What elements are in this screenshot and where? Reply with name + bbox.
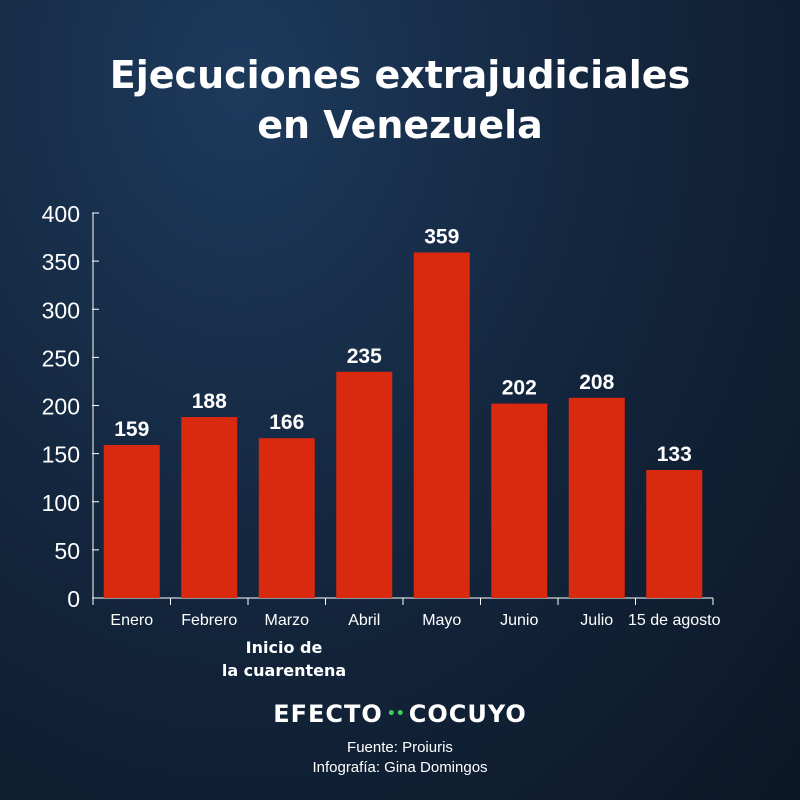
credits: Fuente: Proiuris Infografía: Gina Doming…: [0, 738, 800, 778]
data-label-2: 188: [192, 390, 227, 413]
quarantine-annotation: Inicio de la cuarentena: [214, 636, 354, 682]
infographic-credit: Infografía: Gina Domingos: [312, 759, 488, 776]
data-label-3: 166: [269, 411, 304, 434]
y-tick-label: 300: [42, 297, 80, 323]
x-tick-label-7: Julio: [580, 612, 613, 629]
data-label-6: 202: [502, 377, 537, 400]
y-tick-label: 400: [42, 201, 80, 227]
y-tick-label: 200: [42, 394, 80, 420]
y-tick-label: 50: [54, 538, 80, 564]
chart-title: Ejecuciones extrajudiciales en Venezuela: [0, 50, 800, 150]
x-tick-label-4: Abril: [348, 612, 380, 629]
x-tick-label-2: Febrero: [181, 612, 237, 629]
y-tick-label: 350: [42, 249, 80, 275]
data-label-5: 359: [424, 225, 459, 248]
data-label-1: 159: [114, 418, 149, 441]
bar-8: [646, 469, 703, 598]
bar-4: [336, 371, 393, 598]
x-tick-label-1: Enero: [110, 612, 153, 629]
logo-dots-icon: ••: [386, 706, 405, 722]
x-tick-label-8: 15 de agosto: [628, 612, 721, 629]
logo-left-word: EFECTO: [273, 700, 383, 728]
y-tick-label: 100: [42, 490, 80, 516]
x-tick-label-3: Marzo: [265, 612, 310, 629]
y-tick-label: 250: [42, 345, 80, 371]
efecto-cocuyo-logo: EFECTO •• COCUYO: [0, 700, 800, 728]
data-label-7: 208: [579, 371, 614, 394]
bar-3: [258, 438, 315, 598]
chart-title-line1: Ejecuciones extrajudiciales: [109, 53, 691, 97]
bar-5: [413, 252, 470, 598]
logo-right-word: COCUYO: [408, 700, 527, 728]
annotation-line2: la cuarentena: [221, 661, 347, 680]
annotation-line1: Inicio de: [245, 638, 323, 657]
bar-2: [181, 417, 238, 598]
data-label-8: 133: [657, 443, 692, 466]
y-tick-label: 0: [67, 586, 80, 612]
y-tick-label: 150: [42, 442, 80, 468]
bar-7: [568, 397, 625, 598]
bar-1: [103, 444, 160, 598]
x-tick-label-6: Junio: [500, 612, 538, 629]
chart-title-line2: en Venezuela: [257, 103, 543, 147]
data-label-4: 235: [347, 345, 382, 368]
x-tick-label-5: Mayo: [422, 612, 461, 629]
bar-6: [491, 403, 548, 598]
source-credit: Fuente: Proiuris: [347, 739, 453, 756]
